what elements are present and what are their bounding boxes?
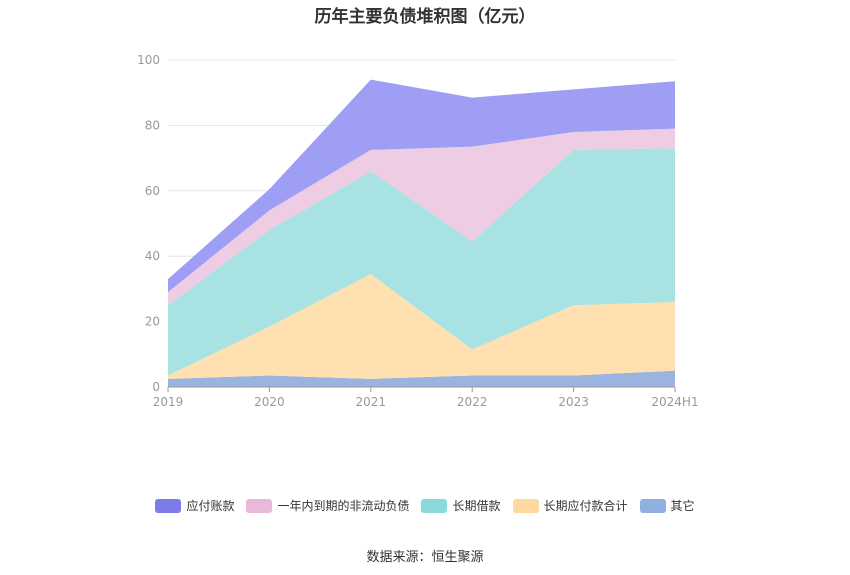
- y-tick-label: 20: [145, 315, 160, 329]
- y-tick-label: 60: [145, 184, 160, 198]
- x-tick-label: 2020: [254, 395, 285, 409]
- area-其它: [168, 370, 675, 387]
- legend-swatch: [421, 498, 448, 513]
- y-tick-label: 80: [145, 118, 160, 132]
- area-一年内到期的非流动负债: [168, 128, 675, 306]
- x-tick-label: 2022: [457, 395, 488, 409]
- legend-label: 应付账款: [186, 499, 235, 513]
- legend-item[interactable]: 长期应付款合计: [512, 497, 628, 514]
- y-tick-label: 40: [145, 249, 160, 263]
- data-source-note: 数据来源：恒生聚源: [366, 550, 484, 565]
- legend-swatch: [155, 498, 182, 513]
- legend-label: 长期借款: [452, 499, 501, 513]
- y-tick-label: 100: [137, 53, 160, 67]
- x-tick-label: 2024H1: [651, 395, 698, 409]
- area-应付账款: [168, 79, 675, 293]
- x-tick-label: 2021: [356, 395, 387, 409]
- legend-swatch: [639, 498, 666, 513]
- area-series: [168, 79, 675, 387]
- legend-item[interactable]: 长期借款: [421, 497, 501, 514]
- x-tick-label: 2023: [558, 395, 589, 409]
- axes: 0 20 40 60 80 100 2019 2020 2021 2022 2023 2024H1: [137, 53, 699, 409]
- y-tick-label: 0: [152, 380, 160, 394]
- area-长期借款: [168, 148, 675, 376]
- x-tick-label: 2019: [153, 395, 184, 409]
- legend-item[interactable]: 一年内到期的非流动负债: [246, 497, 409, 514]
- legend-label: 一年内到期的非流动负债: [277, 499, 410, 513]
- legend-swatch: [246, 498, 273, 513]
- area-长期应付款合计: [168, 274, 675, 379]
- chart-title: 历年主要负债堆积图（亿元）: [314, 7, 536, 27]
- legend-item[interactable]: 应付账款: [155, 497, 234, 514]
- legend-item[interactable]: 其它: [639, 497, 695, 514]
- legend: 应付账款 一年内到期的非流动负债 长期借款 长期应付款合计 其它: [0, 497, 850, 514]
- legend-label: 其它: [670, 499, 695, 513]
- legend-label: 长期应付款合计: [543, 499, 628, 513]
- legend-swatch: [512, 498, 539, 513]
